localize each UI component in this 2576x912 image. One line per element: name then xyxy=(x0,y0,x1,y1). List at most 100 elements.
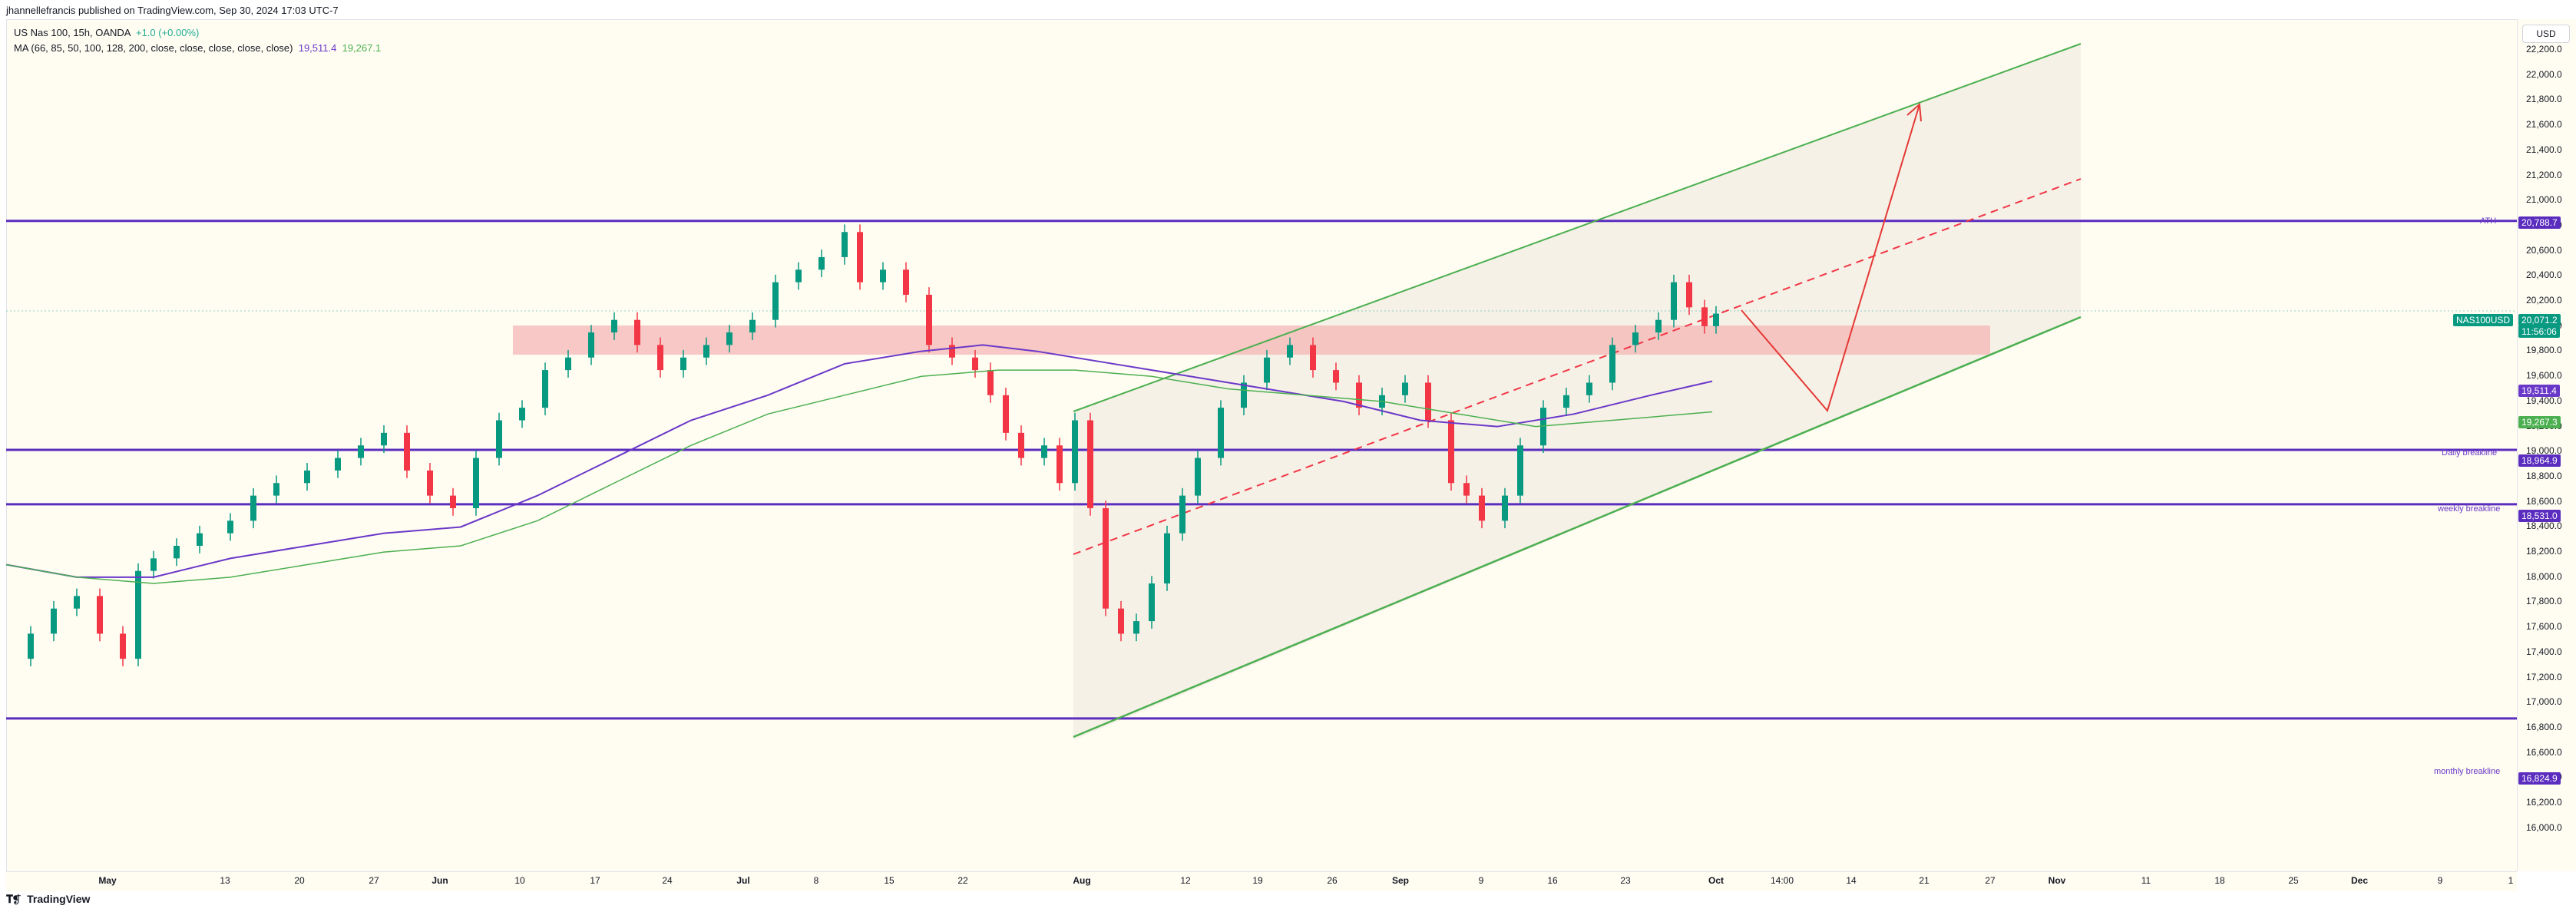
y-tick: 16,800.0 xyxy=(2526,721,2562,732)
candle-body xyxy=(174,546,180,559)
brand-name: TradingView xyxy=(27,893,91,905)
candle-body xyxy=(987,370,994,395)
candle-body xyxy=(1287,345,1293,358)
candle-body xyxy=(1479,495,1485,521)
x-tick: 13 xyxy=(220,875,230,886)
candle-body xyxy=(680,357,686,371)
y-tick: 16,000.0 xyxy=(2526,821,2562,833)
currency-button[interactable]: USD xyxy=(2522,25,2570,43)
tradingview-logo-icon: 𝐓❡ xyxy=(6,893,21,905)
y-tick: 21,000.0 xyxy=(2526,194,2562,206)
candle-body xyxy=(1586,382,1592,395)
candle-body xyxy=(197,533,203,546)
legend-ma-row: MA (66, 85, 50, 100, 128, 200, close, cl… xyxy=(14,41,381,56)
candle-body xyxy=(1264,357,1270,383)
time-axis[interactable] xyxy=(6,871,2517,891)
y-tick: 21,600.0 xyxy=(2526,119,2562,131)
candle-body xyxy=(795,269,802,283)
candle-body xyxy=(335,458,341,471)
candle-body xyxy=(1087,420,1093,508)
x-tick: 16 xyxy=(1547,875,1558,886)
current-price-badge: 20,071.2 xyxy=(2518,314,2561,326)
candle-body xyxy=(903,269,909,295)
candle-body xyxy=(1671,282,1677,320)
candle-body xyxy=(1241,382,1247,408)
y-tick: 17,000.0 xyxy=(2526,696,2562,708)
daily-price-badge: 18,964.9 xyxy=(2518,454,2561,467)
candle-body xyxy=(304,470,310,484)
channel-midline xyxy=(1073,178,2082,555)
price-change: +1.0 (+0.00%) xyxy=(135,27,200,38)
channel-fill xyxy=(1073,44,2081,740)
candle-body xyxy=(150,558,157,571)
ma-label[interactable]: MA (66, 85, 50, 100, 128, 200, close, cl… xyxy=(14,42,293,54)
candle-body xyxy=(1072,420,1078,484)
candle-body xyxy=(1179,495,1185,534)
candle-body xyxy=(1310,345,1316,371)
y-tick: 20,400.0 xyxy=(2526,269,2562,281)
y-tick: 16,600.0 xyxy=(2526,746,2562,758)
resistance-zone xyxy=(513,325,1990,355)
candle-body xyxy=(1149,583,1155,622)
y-tick: 21,800.0 xyxy=(2526,94,2562,105)
candle-body xyxy=(1218,408,1224,458)
y-tick: 17,800.0 xyxy=(2526,596,2562,607)
candle-body xyxy=(227,520,233,534)
ma-fast-line xyxy=(5,344,1713,578)
y-tick: 20,200.0 xyxy=(2526,295,2562,306)
x-tick: 17 xyxy=(590,875,600,886)
x-tick: 9 xyxy=(1478,875,1484,886)
y-tick: 18,600.0 xyxy=(2526,495,2562,507)
x-tick: 9 xyxy=(2437,875,2443,886)
candle-body xyxy=(1356,382,1362,408)
price-axis[interactable] xyxy=(2517,19,2576,871)
y-tick: 19,000.0 xyxy=(2526,445,2562,457)
candle-body xyxy=(1701,307,1708,326)
candle-body xyxy=(1333,370,1339,383)
ath-label: ATH xyxy=(2480,216,2497,226)
y-tick: 22,200.0 xyxy=(2526,44,2562,55)
candle-body xyxy=(1118,608,1124,634)
candle-body xyxy=(450,495,456,508)
candle-body xyxy=(381,432,387,446)
candle-body xyxy=(1018,432,1024,458)
ma-value-2: 19,267.1 xyxy=(342,42,382,54)
footer-brand[interactable]: 𝐓❡ TradingView xyxy=(6,893,90,906)
weekly-breakline-label: weekly breakline xyxy=(2438,504,2501,514)
candle-body xyxy=(1057,445,1063,484)
candle-body xyxy=(1609,345,1615,383)
candle-body xyxy=(427,470,433,496)
candle-body xyxy=(358,445,364,458)
ma-fast-badge: 19,511.4 xyxy=(2518,385,2560,397)
candle-body xyxy=(1686,282,1692,308)
candle-body xyxy=(726,332,732,345)
countdown-badge: 11:56:06 xyxy=(2518,325,2560,338)
candle-body xyxy=(1164,533,1170,584)
legend-symbol-row: US Nas 100, 15h, OANDA +1.0 (+0.00%) xyxy=(14,25,381,41)
candle-body xyxy=(135,570,141,659)
x-tick: 24 xyxy=(662,875,673,886)
ma-value-1: 19,511.4 xyxy=(298,42,337,54)
published-line: jhannellefrancis published on TradingVie… xyxy=(6,5,339,16)
y-tick: 17,600.0 xyxy=(2526,621,2562,633)
x-tick: 27 xyxy=(1985,875,1996,886)
candle-body xyxy=(1041,445,1047,458)
ma-slow-badge: 19,267.3 xyxy=(2518,416,2561,428)
y-tick: 17,400.0 xyxy=(2526,646,2562,657)
y-tick: 18,000.0 xyxy=(2526,570,2562,582)
legend: US Nas 100, 15h, OANDA +1.0 (+0.00%) MA … xyxy=(14,25,381,56)
candle-body xyxy=(926,295,932,345)
candle-body xyxy=(51,608,57,634)
x-tick: 14 xyxy=(1846,875,1857,886)
candle-body xyxy=(657,345,663,371)
symbol-name[interactable]: US Nas 100, 15h, OANDA xyxy=(14,27,131,38)
channel-lower xyxy=(1073,316,2082,739)
projection-path xyxy=(1741,104,1920,413)
candle-body xyxy=(1425,382,1431,421)
y-tick: 19,800.0 xyxy=(2526,345,2562,356)
x-tick: Nov xyxy=(2048,875,2066,886)
candle-body xyxy=(542,370,548,408)
x-tick: 18 xyxy=(2214,875,2225,886)
x-tick: Jul xyxy=(736,875,750,886)
